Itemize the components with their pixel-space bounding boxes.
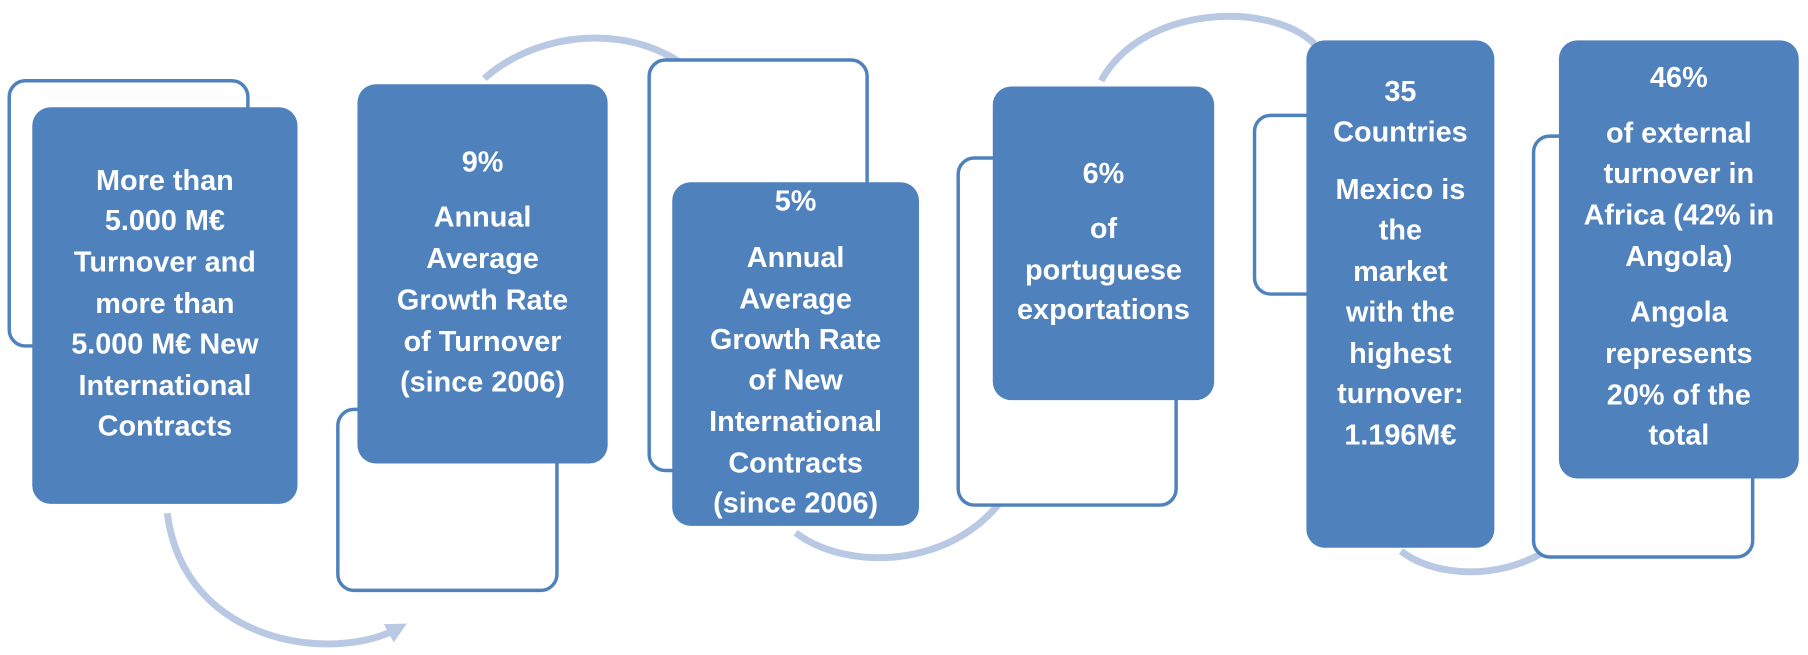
box-text: 5.000 M€ New xyxy=(71,329,259,361)
box-text: represents xyxy=(1605,338,1752,370)
box-text: Average xyxy=(426,243,539,275)
box-text: 5.000 M€ xyxy=(105,205,225,237)
box-text: International xyxy=(78,370,251,402)
box-text: 5% xyxy=(775,186,817,218)
box xyxy=(992,86,1215,401)
box-text: with the xyxy=(1345,296,1455,328)
box-text: portuguese xyxy=(1025,255,1182,287)
box xyxy=(672,182,919,526)
box xyxy=(357,84,608,464)
box-text: Contracts xyxy=(98,410,232,442)
arc xyxy=(163,512,407,648)
box-text: of New xyxy=(748,364,843,396)
box-text: Angola) xyxy=(1625,241,1732,273)
box-text: Mexico is xyxy=(1336,174,1466,206)
box-text: Average xyxy=(739,284,852,316)
box-text: Africa (42% in xyxy=(1584,199,1775,231)
box-text: total xyxy=(1648,420,1709,452)
box-text: 6% xyxy=(1083,158,1125,190)
box-text: (since 2006) xyxy=(713,488,878,520)
box-text: Growth Rate xyxy=(397,285,568,317)
arc xyxy=(1098,12,1317,83)
box-text: (since 2006) xyxy=(400,367,565,399)
box-text: 20% of the xyxy=(1607,379,1751,411)
box-text: Angola xyxy=(1630,296,1729,328)
box xyxy=(1306,40,1495,548)
box-text: Annual xyxy=(434,202,532,234)
box-text: turnover: xyxy=(1337,378,1463,410)
box-text: Turnover and xyxy=(74,247,256,279)
box-text: turnover in xyxy=(1604,158,1754,190)
box-text: 9% xyxy=(462,146,504,178)
box-text: of xyxy=(1090,213,1118,245)
box-text: 1.196M€ xyxy=(1344,420,1456,452)
box-text: Growth Rate xyxy=(710,324,881,356)
boxes: More than 5.000 M€ Turnover and more than 5.… xyxy=(32,40,1799,548)
box xyxy=(1558,40,1799,479)
box-text: Contracts xyxy=(728,447,862,479)
box-text: International xyxy=(709,406,882,438)
box-text: more than xyxy=(95,288,234,320)
box-text: highest xyxy=(1349,338,1452,370)
box-text: Annual xyxy=(747,242,845,274)
box-text: of external xyxy=(1606,118,1752,150)
box-text: the xyxy=(1379,214,1422,246)
box-text: 35 xyxy=(1384,76,1416,108)
box-text: market xyxy=(1353,256,1448,288)
box-text: exportations xyxy=(1017,294,1190,326)
box-text: More than xyxy=(96,165,234,197)
box-text: of Turnover xyxy=(404,326,562,358)
box xyxy=(32,107,298,504)
box-text: 46% xyxy=(1650,62,1708,94)
box-text: Countries xyxy=(1333,116,1467,148)
